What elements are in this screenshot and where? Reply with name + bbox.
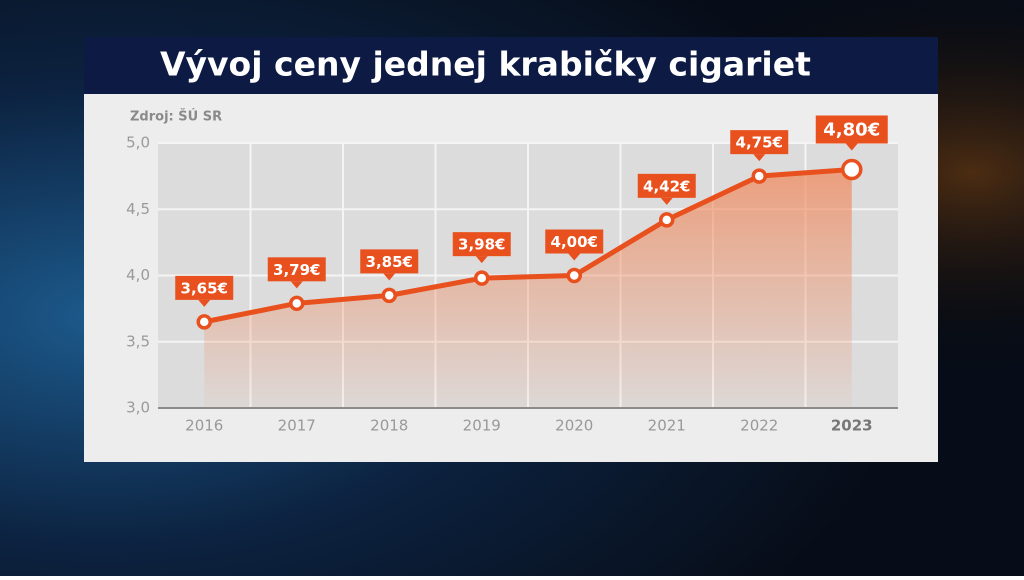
- value-label: 4,42€: [643, 177, 690, 195]
- y-tick-label: 3,0: [126, 399, 150, 417]
- point: [566, 267, 582, 284]
- value-label-pointer: [660, 197, 673, 205]
- value-label: 3,65€: [181, 279, 228, 297]
- y-tick-label: 5,0: [126, 134, 150, 152]
- point: [289, 295, 305, 312]
- value-label: 4,00€: [551, 233, 598, 251]
- value-label: 3,98€: [458, 236, 505, 254]
- value-label-pointer: [845, 143, 858, 151]
- value-label-box: [637, 173, 696, 198]
- value-label: 3,79€: [273, 261, 320, 279]
- value-label-pointer: [290, 281, 303, 289]
- value-label-pointer: [383, 273, 396, 281]
- x-tick-label: 2016: [185, 417, 223, 435]
- value-label: 3,85€: [366, 253, 413, 271]
- x-tick-label: 2019: [463, 417, 501, 435]
- title-bar: [84, 37, 938, 94]
- x-tick-label: 2023: [831, 417, 873, 435]
- value-label: 4,80€: [823, 120, 880, 141]
- value-label-box: [730, 130, 789, 155]
- chart-title: Vývoj ceny jednej krabičky cigariet: [160, 45, 811, 84]
- x-tick-label: 2020: [555, 417, 593, 435]
- x-tick-label: 2018: [370, 417, 408, 435]
- source: Zdroj: ŠÚ SR: [130, 109, 222, 125]
- value-label-box: [360, 249, 419, 274]
- y-tick-label: 4,0: [126, 266, 150, 284]
- value-label-box: [545, 229, 604, 254]
- point: [196, 314, 212, 330]
- y-tick-label: 3,5: [126, 332, 150, 350]
- x-tick-label: 2021: [648, 417, 686, 435]
- y-tick-label: 4,5: [126, 200, 150, 218]
- value-label-pointer: [475, 256, 488, 264]
- point: [841, 158, 863, 181]
- area: [204, 169, 852, 408]
- line: [203, 167, 852, 325]
- value-label-box: [815, 115, 888, 144]
- value-label-box: [175, 275, 234, 300]
- point: [474, 270, 490, 286]
- point: [751, 168, 767, 184]
- point: [381, 287, 397, 304]
- value-label: 4,75€: [736, 134, 783, 152]
- x-tick-label: 2022: [740, 417, 778, 435]
- value-label-pointer: [753, 154, 766, 162]
- value-label-box: [267, 257, 326, 282]
- value-label-box: [452, 232, 511, 257]
- value-label-pointer: [198, 299, 211, 307]
- value-label-pointer: [568, 253, 581, 261]
- point: [659, 212, 675, 228]
- x-tick-label: 2017: [278, 417, 316, 435]
